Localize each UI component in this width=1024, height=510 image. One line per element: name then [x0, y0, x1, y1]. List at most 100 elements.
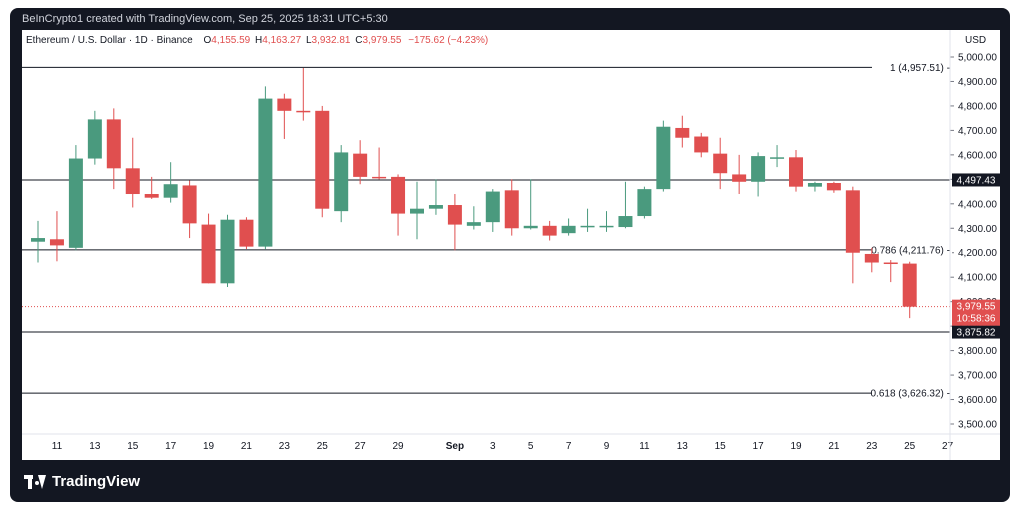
candle-body	[466, 222, 481, 226]
candle-body	[277, 98, 292, 111]
candle-body	[296, 110, 311, 113]
candle-body	[732, 174, 747, 182]
candle-body	[428, 205, 443, 209]
x-tick-label: 15	[715, 441, 727, 452]
x-tick-label: 21	[828, 441, 840, 452]
candle-body	[675, 127, 690, 138]
y-tick-label: 4,400.00	[958, 199, 997, 210]
x-tick-label: 23	[866, 441, 878, 452]
candle-body	[144, 194, 159, 198]
candle-body	[523, 225, 538, 229]
axis-price-tag	[952, 325, 1000, 339]
x-tick-label: 27	[355, 441, 367, 452]
candle-body	[694, 136, 709, 153]
candle-body	[87, 119, 102, 159]
x-tick-label: 29	[392, 441, 404, 452]
candle-body	[201, 224, 216, 284]
candle-body	[542, 225, 557, 236]
candle-body	[447, 205, 462, 225]
level-label-bg	[872, 386, 952, 400]
candle-body	[580, 225, 595, 228]
change-value: −175.62 (−4.23%)	[408, 35, 489, 46]
candle-body	[182, 185, 197, 224]
x-tick-label: 17	[753, 441, 765, 452]
x-tick-label: 25	[317, 441, 329, 452]
x-tick-label: 11	[52, 441, 63, 452]
x-tick-label: 25	[904, 441, 916, 452]
candle-body	[31, 238, 45, 242]
x-tick-label: 27	[942, 441, 954, 452]
low-value: 3,932.81	[311, 35, 351, 46]
x-tick-label: 17	[165, 441, 177, 452]
candle-body	[826, 183, 841, 191]
axis-price-tag-label: 3,875.82	[957, 328, 996, 339]
candle-body	[902, 263, 917, 307]
x-tick-label: 15	[127, 441, 139, 452]
y-tick-label: 4,100.00	[958, 273, 997, 284]
x-tick-label: 19	[790, 441, 802, 452]
level-label: 0.618 (3,626.32) -	[871, 389, 951, 400]
candle-body	[883, 262, 898, 265]
x-tick-label: 7	[566, 441, 572, 452]
candle-body	[504, 190, 519, 229]
level-label-bg	[872, 242, 952, 256]
level-label: 0.786 (4,211.76) -	[871, 245, 950, 256]
candle-body	[410, 208, 424, 214]
symbol-legend: Ethereum / U.S. Dollar · 1D · Binance O4…	[26, 35, 488, 46]
candle-body	[845, 190, 860, 253]
candle-body	[372, 176, 387, 179]
candle-body	[68, 158, 83, 248]
y-tick-label: 3,700.00	[958, 371, 997, 382]
y-tick-label: 4,300.00	[958, 224, 997, 235]
chart-area[interactable]: 3,500.003,600.003,700.003,800.003,900.00…	[22, 30, 1000, 460]
y-tick-label: 5,000.00	[958, 53, 997, 64]
candle-body	[789, 157, 803, 187]
current-price-countdown: 10:58:36	[957, 314, 996, 325]
y-tick-label: 4,600.00	[958, 150, 997, 161]
x-tick-label: 11	[639, 441, 650, 452]
x-tick-label: 13	[89, 441, 101, 452]
x-tick-label: 19	[203, 441, 215, 452]
y-tick-label: 3,500.00	[958, 420, 997, 431]
candle-body	[807, 183, 822, 187]
current-price-value: 3,979.55	[957, 302, 996, 313]
tradingview-logo[interactable]: TradingView	[24, 473, 140, 490]
candle-body	[353, 153, 368, 177]
candle-body	[220, 219, 235, 284]
y-tick-label: 4,900.00	[958, 77, 997, 88]
candle-body	[239, 219, 254, 247]
y-tick-label: 4,800.00	[958, 101, 997, 112]
candle-body	[656, 126, 671, 190]
x-tick-label: 5	[528, 441, 534, 452]
axis-price-tag-label: 4,497.43	[957, 175, 996, 186]
candle-body	[334, 152, 349, 212]
y-tick-label: 3,600.00	[958, 395, 997, 406]
symbol-name: Ethereum / U.S. Dollar · 1D · Binance	[26, 35, 193, 46]
candle-body	[485, 191, 500, 223]
y-tick-label: 3,800.00	[958, 346, 997, 357]
candle-body	[599, 225, 614, 228]
candlestick-chart[interactable]: 3,500.003,600.003,700.003,800.003,900.00…	[22, 30, 1000, 460]
axis-price-tag	[952, 173, 1000, 187]
level-label-bg	[872, 60, 952, 74]
candle-body	[125, 168, 140, 195]
tradingview-logo-icon	[24, 474, 46, 489]
open-value: 4,155.59	[211, 35, 251, 46]
x-tick-label: 23	[279, 441, 291, 452]
current-price-tag	[952, 299, 1000, 326]
candle-body	[637, 189, 652, 217]
open-key: O	[203, 35, 212, 46]
x-tick-label: 21	[241, 441, 253, 452]
candle-body	[49, 239, 64, 246]
candle-body	[561, 225, 576, 234]
candle-body	[618, 216, 633, 228]
creator-line: BeInCrypto1 created with TradingView.com…	[22, 13, 388, 25]
candle-body	[391, 176, 406, 214]
level-label: 1 (4,957.51) -	[890, 63, 950, 74]
x-tick-label: 9	[604, 441, 610, 452]
candle-body	[106, 119, 121, 169]
y-tick-label: 4,200.00	[958, 248, 997, 259]
brand-name: TradingView	[52, 473, 141, 490]
close-key: C	[355, 35, 363, 46]
candle-body	[315, 110, 330, 209]
